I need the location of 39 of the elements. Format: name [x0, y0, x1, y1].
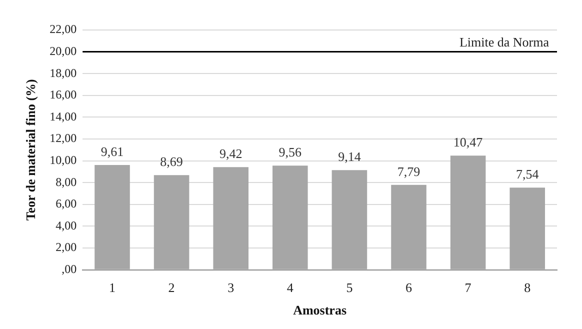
data-label: 9,61: [100, 144, 124, 159]
y-tick-label: 10,00: [50, 152, 77, 167]
y-tick-label: 18,00: [50, 66, 77, 80]
data-label: 7,79: [397, 164, 420, 179]
y-tick-label: ,00: [62, 262, 77, 276]
x-tick-label: 5: [346, 280, 353, 296]
x-tick-label: 1: [109, 280, 116, 296]
bar: [213, 167, 248, 270]
bar: [154, 175, 190, 270]
data-label: 7,54: [516, 166, 540, 182]
data-label: 9,42: [219, 146, 242, 162]
y-tick-label: 6,00: [56, 196, 77, 211]
y-tick-label: 4,00: [56, 218, 77, 232]
y-axis-title: Teor de material fino (%): [23, 79, 38, 221]
x-tick-label: 3: [228, 280, 234, 296]
data-label: 9,56: [278, 144, 302, 160]
x-tick-label: 7: [464, 280, 472, 296]
ref-line-label: Limite da Norma: [459, 34, 550, 50]
data-label: 9,14: [338, 149, 362, 164]
bar: [510, 188, 545, 270]
x-tick-label: 6: [406, 280, 412, 296]
y-tick-label: 14,00: [50, 109, 77, 124]
bar: [391, 184, 426, 270]
y-tick-label: 8,00: [56, 174, 77, 189]
bar: [450, 156, 486, 270]
y-tick-label: 22,00: [50, 22, 77, 36]
x-tick-label: 8: [524, 280, 531, 296]
y-tick-label: 16,00: [50, 88, 77, 102]
y-tick-label: 20,00: [50, 44, 77, 58]
bar: [332, 170, 368, 270]
data-label: 8,69: [160, 154, 183, 169]
bar: [94, 165, 130, 270]
x-tick-label: 4: [286, 280, 294, 296]
data-label: 10,47: [453, 134, 484, 150]
x-axis-title: Amostras: [293, 302, 347, 318]
bar: [272, 166, 308, 270]
x-tick-label: 2: [168, 280, 175, 296]
y-tick-label: 12,00: [50, 131, 77, 146]
y-tick-label: 2,00: [56, 240, 77, 254]
